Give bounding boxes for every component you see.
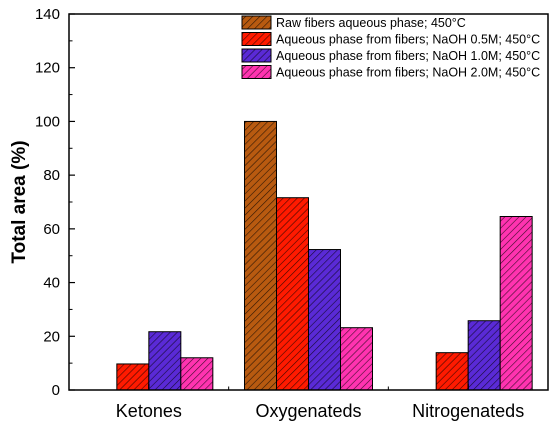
- y-tick-label: 80: [43, 167, 60, 184]
- bars-layer: [116, 120, 533, 391]
- x-tick-label-oxygenateds: Oxygenateds: [255, 401, 361, 421]
- axes-layer: 0 20 40 60 80 100 120 140 Ketones Oxygenateds Nitr…: [35, 6, 549, 421]
- x-tick-label-nitrogenateds: Nitrogenateds: [412, 401, 524, 421]
- bar-oxygenateds-series-3: [308, 249, 341, 391]
- bar-ketones-series-3: [148, 331, 182, 391]
- legend-entry-label: Aqueous phase from fibers; NaOH 1.0M; 45…: [276, 49, 540, 63]
- y-tick-label: 120: [35, 60, 60, 77]
- y-tick-label: 100: [35, 113, 60, 130]
- legend-swatch: [241, 32, 272, 46]
- y-tick-label: 60: [43, 221, 60, 238]
- bar-oxygenateds-series-2: [276, 197, 309, 391]
- legend-swatch: [241, 65, 272, 79]
- x-tick-label-ketones: Ketones: [116, 401, 182, 421]
- bar-ketones-series-4: [180, 357, 214, 391]
- legend-entry-label: Raw fibers aqueous phase; 450°C: [276, 16, 466, 30]
- y-tick-label: 0: [52, 382, 60, 399]
- y-tick-label: 20: [43, 328, 60, 345]
- legend: Raw fibers aqueous phase; 450°C Aqueous p…: [241, 15, 540, 80]
- legend-entry-label: Aqueous phase from fibers; NaOH 0.5M; 45…: [276, 33, 540, 47]
- bar-nitrogenateds-series-2: [435, 352, 469, 391]
- bar-oxygenateds-series-4: [340, 327, 373, 391]
- bar-oxygenateds-series-1: [244, 120, 277, 391]
- legend-swatch: [241, 48, 272, 63]
- y-tick-label: 40: [43, 275, 60, 292]
- legend-entry-label: Aqueous phase from fibers; NaOH 2.0M; 45…: [276, 66, 540, 80]
- y-axis-title: Total area (%): [9, 140, 30, 263]
- bar-nitrogenateds-series-4: [499, 216, 533, 391]
- legend-swatch: [241, 15, 272, 30]
- bar-ketones-series-2: [116, 363, 150, 391]
- bar-nitrogenateds-series-3: [467, 320, 501, 391]
- y-tick-label: 140: [35, 6, 60, 23]
